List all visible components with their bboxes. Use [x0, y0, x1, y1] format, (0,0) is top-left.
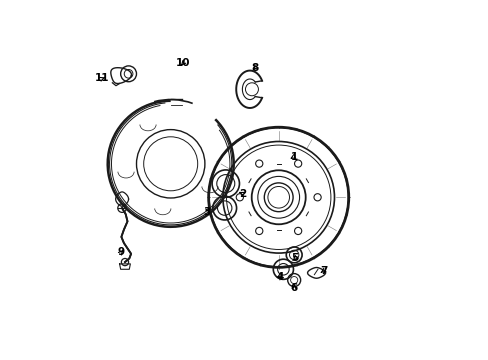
Text: 9: 9 — [118, 247, 125, 257]
Text: 3: 3 — [203, 207, 210, 217]
Text: 7: 7 — [319, 266, 327, 276]
Text: 2: 2 — [239, 189, 246, 199]
Text: 6: 6 — [290, 283, 297, 293]
Text: 10: 10 — [176, 58, 190, 68]
Text: 11: 11 — [95, 73, 109, 84]
Text: 4: 4 — [276, 272, 283, 282]
Text: 1: 1 — [290, 152, 297, 162]
Text: 8: 8 — [251, 63, 258, 73]
Text: 5: 5 — [291, 253, 298, 264]
